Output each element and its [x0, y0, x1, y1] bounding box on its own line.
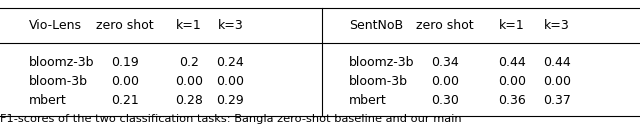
Text: 0.00: 0.00: [431, 75, 459, 88]
Text: k=1: k=1: [499, 19, 525, 32]
Text: k=3: k=3: [218, 19, 243, 32]
Text: k=3: k=3: [544, 19, 570, 32]
Text: k=1: k=1: [176, 19, 202, 32]
Text: 0.29: 0.29: [216, 94, 244, 107]
Text: zero shot: zero shot: [416, 19, 474, 32]
Text: 0.24: 0.24: [216, 56, 244, 69]
Text: 0.30: 0.30: [431, 94, 459, 107]
Text: 0.00: 0.00: [543, 75, 571, 88]
Text: bloomz-3b: bloomz-3b: [29, 56, 94, 69]
Text: zero shot: zero shot: [96, 19, 154, 32]
Text: F1-scores of the two classification tasks: Bangla zero-shot baseline and our mai: F1-scores of the two classification task…: [0, 114, 461, 124]
Text: 0.00: 0.00: [175, 75, 203, 88]
Text: SentNoB: SentNoB: [349, 19, 403, 32]
Text: mbert: mbert: [29, 94, 67, 107]
Text: 0.00: 0.00: [216, 75, 244, 88]
Text: mbert: mbert: [349, 94, 387, 107]
Text: 0.28: 0.28: [175, 94, 203, 107]
Text: 0.34: 0.34: [431, 56, 459, 69]
Text: 0.37: 0.37: [543, 94, 571, 107]
Text: Vio-Lens: Vio-Lens: [29, 19, 82, 32]
Text: 0.44: 0.44: [498, 56, 526, 69]
Text: bloomz-3b: bloomz-3b: [349, 56, 414, 69]
Text: bloom-3b: bloom-3b: [349, 75, 408, 88]
Text: 0.00: 0.00: [111, 75, 139, 88]
Text: 0.44: 0.44: [543, 56, 571, 69]
Text: 0.2: 0.2: [179, 56, 199, 69]
Text: 0.00: 0.00: [498, 75, 526, 88]
Text: bloom-3b: bloom-3b: [29, 75, 88, 88]
Text: 0.36: 0.36: [498, 94, 526, 107]
Text: 0.21: 0.21: [111, 94, 139, 107]
Text: 0.19: 0.19: [111, 56, 139, 69]
